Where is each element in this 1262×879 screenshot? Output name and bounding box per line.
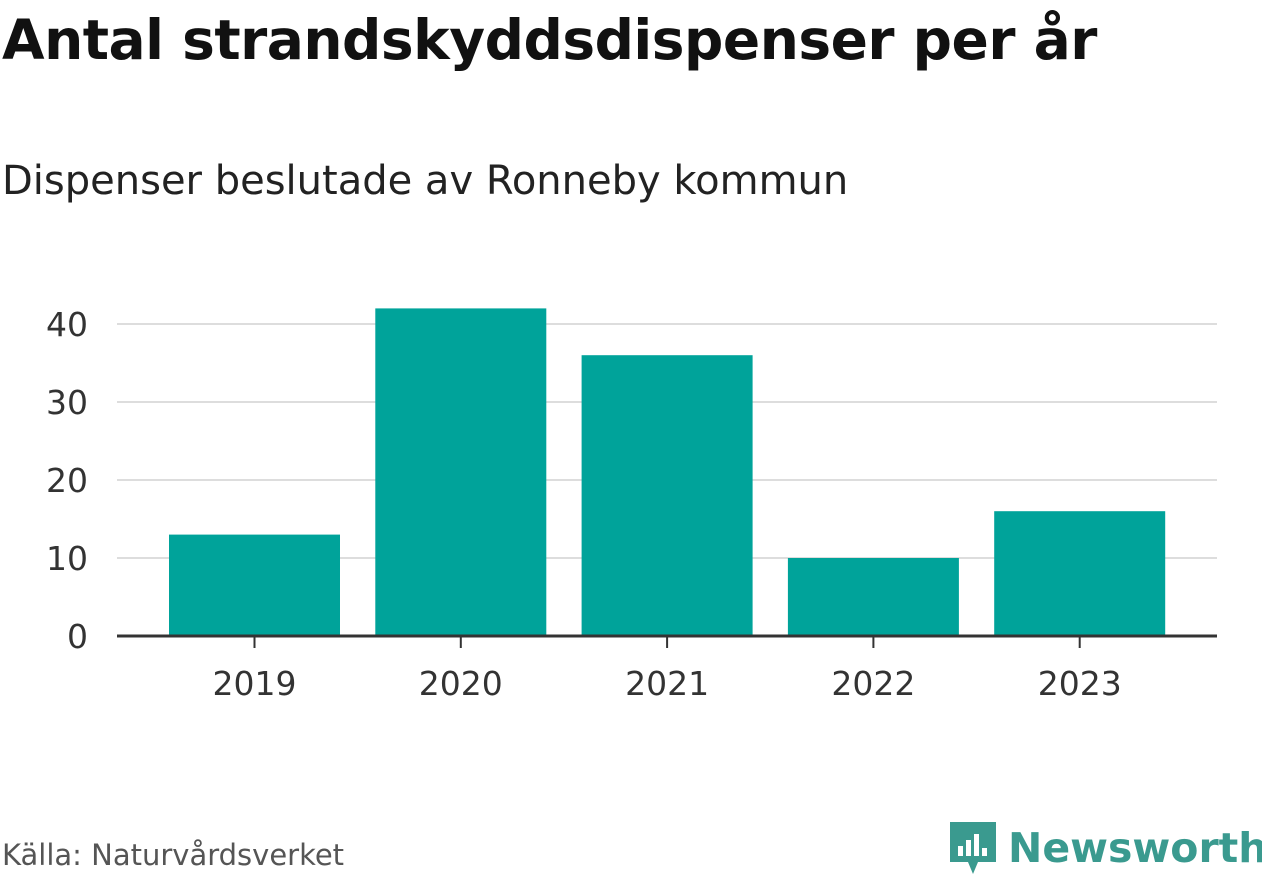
y-tick-label: 30 [46,383,88,422]
bar [994,511,1166,636]
brand-name: Newsworthy [1008,824,1262,872]
bar [169,534,340,636]
y-tick-label: 10 [46,539,88,578]
bar [787,558,959,636]
newsworthy-logo-icon [950,822,996,874]
x-tick-label: 2019 [213,664,297,703]
bar [375,308,547,636]
bar [581,355,753,636]
bar-layer [169,308,1166,636]
brand-logo[interactable]: Newsworthy [948,818,1262,878]
y-tick-label: 40 [46,305,88,344]
chart-subtitle: Dispenser beslutade av Ronneby kommun [2,158,849,204]
y-tick-label: 20 [46,461,88,500]
y-tick-label: 0 [67,617,88,656]
source-note: Källa: Naturvårdsverket [2,838,345,872]
axis-layer: 0 10 20 30 40 2019 2020 2021 2022 2023 [46,305,1217,703]
x-tick-label: 2023 [1038,664,1122,703]
x-tick-label: 2021 [625,664,709,703]
x-tick-label: 2022 [831,664,915,703]
x-tick-label: 2020 [419,664,503,703]
chart-title: Antal strandskyddsdispenser per år [2,8,1097,72]
